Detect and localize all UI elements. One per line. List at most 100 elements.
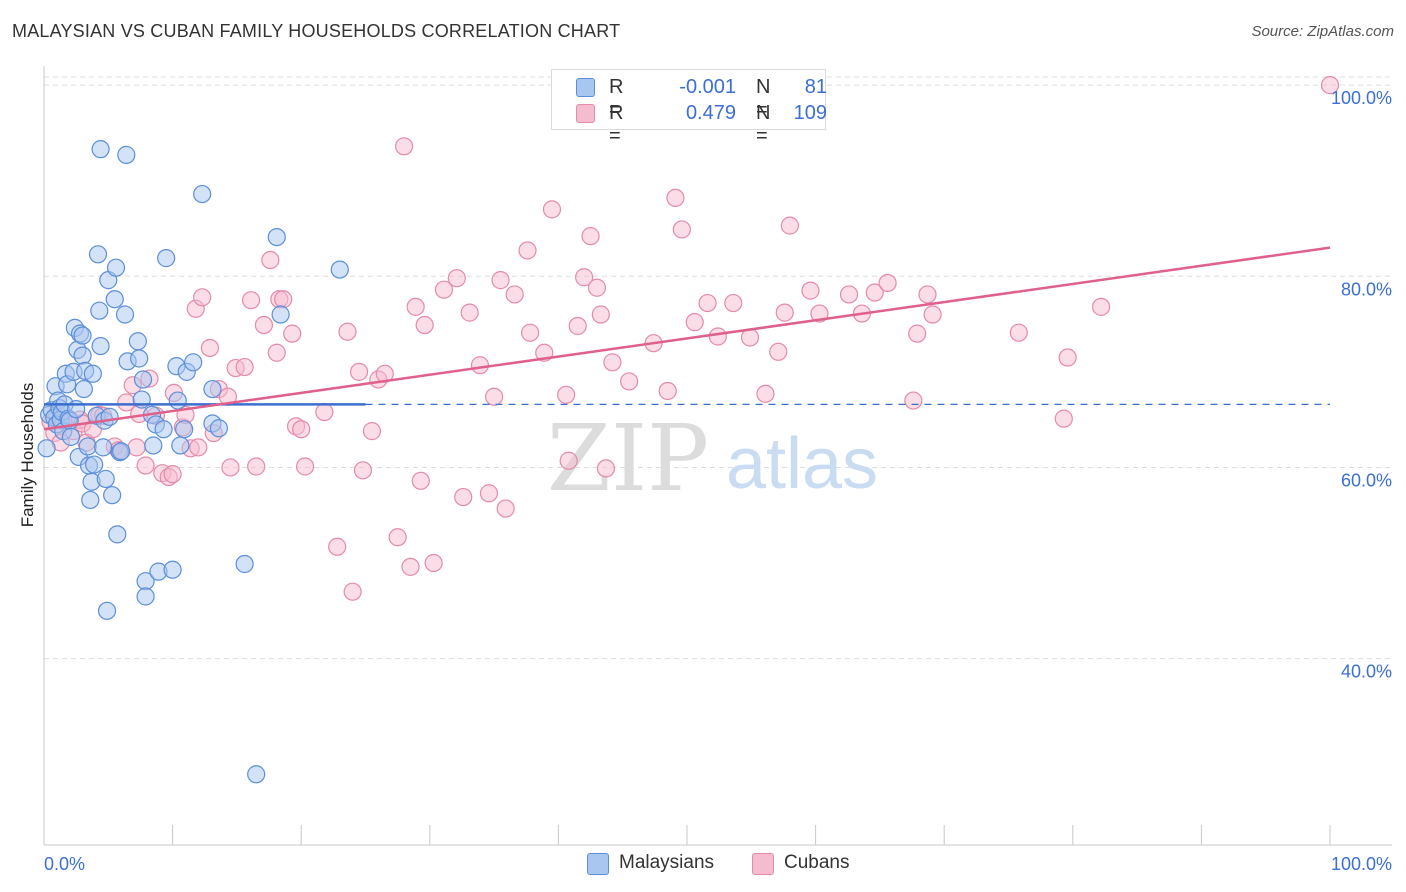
malaysian-point [81, 490, 100, 510]
cuban-point [557, 385, 576, 404]
cuban-point [1058, 348, 1077, 367]
cuban-point [328, 537, 347, 556]
cuban-point [542, 200, 562, 219]
cuban-point [559, 451, 578, 470]
cuban-point [518, 241, 537, 260]
cuban-point [1320, 76, 1340, 95]
chart-title: MALAYSIAN VS CUBAN FAMILY HOUSEHOLDS COR… [12, 21, 621, 41]
labels-layer: 40.0% 60.0% 80.0% 100.0% 0.0% 100.0% [44, 88, 1392, 874]
malaysian-point [73, 346, 92, 365]
cuban-point [267, 343, 286, 362]
cuban-point [591, 305, 610, 324]
cuban-point [411, 471, 430, 490]
cuban-point [839, 285, 859, 304]
cubans-swatch [576, 104, 595, 123]
cuban-point [460, 303, 479, 322]
malaysian-point [171, 436, 190, 455]
cuban-point [343, 582, 362, 601]
cuban-point [136, 456, 155, 475]
malaysian-point [88, 245, 108, 264]
cuban-point [775, 303, 794, 322]
cuban-point [575, 268, 594, 287]
cuban-point [801, 281, 820, 300]
axes-layer [43, 66, 1392, 846]
cuban-point [904, 391, 923, 410]
cuban-point [908, 324, 927, 343]
malaysian-point [168, 391, 187, 410]
cuban-point [338, 322, 357, 341]
cuban-point [496, 499, 515, 518]
malaysian-point [108, 525, 127, 544]
cuban-point [685, 313, 704, 332]
malaysian-point [103, 486, 122, 505]
cuban-point [221, 458, 240, 477]
cuban-point [620, 372, 639, 391]
cuban-point [865, 283, 884, 302]
cuban-point [666, 188, 685, 208]
cuban-point [596, 459, 616, 478]
cuban-point [406, 297, 425, 316]
malaysian-point [85, 455, 104, 474]
watermark: ZIP atlas [547, 405, 878, 512]
cuban-point [283, 324, 302, 343]
cuban-point [315, 402, 334, 422]
cuban-point [274, 290, 293, 309]
malaysian-point [157, 249, 176, 268]
correlation-legend: R = -0.001 N = 81 R = 0.479 N = 109 [551, 69, 827, 147]
n-label: N = [756, 102, 771, 147]
x-tick-label: 100.0% [1331, 854, 1392, 874]
cuban-point [769, 342, 788, 361]
cuban-point [581, 227, 600, 246]
malaysian-point [133, 370, 153, 389]
malaysian-point [203, 379, 222, 399]
malaysian-point [91, 336, 110, 356]
malaysian-point [105, 290, 124, 309]
cuban-point [780, 216, 799, 235]
cuban-point [200, 338, 219, 358]
malaysian-point [73, 326, 92, 345]
cuban-point [724, 293, 743, 313]
cuban-point [1054, 409, 1073, 428]
cuban-point [415, 315, 434, 335]
cuban-point [878, 273, 897, 293]
malaysian-point [100, 407, 119, 426]
cuban-point [447, 269, 466, 288]
malaysian-point [117, 145, 136, 164]
cuban-point [292, 420, 311, 439]
cuban-point [454, 487, 473, 507]
malaysian-point [154, 420, 173, 439]
cuban-point [394, 137, 414, 156]
cuban-point [708, 327, 727, 346]
malaysian-point [128, 332, 147, 351]
cuban-point [353, 461, 373, 480]
malaysian-point [209, 419, 228, 438]
cuban-point [434, 280, 454, 299]
malaysian-point [235, 554, 254, 574]
cuban-point [163, 465, 182, 484]
malaysian-point [330, 260, 349, 279]
malaysian-point [193, 184, 212, 204]
cuban-point [349, 362, 369, 381]
cuban-point [241, 291, 261, 310]
cuban-point [1009, 323, 1028, 342]
cuban-point [491, 271, 510, 290]
cuban-point [1091, 297, 1111, 316]
cuban-point [261, 250, 280, 270]
cuban-point [756, 384, 775, 403]
points-layer [37, 76, 1340, 784]
r-label: R = [609, 76, 624, 121]
cuban-point [295, 457, 315, 476]
cuban-point [479, 484, 499, 503]
trend-layer [43, 246, 1331, 431]
x-tick-label: 0.0% [44, 854, 85, 874]
cuban-point [247, 457, 266, 476]
malaysian-point [97, 601, 117, 620]
malaysian-point [37, 439, 56, 458]
malaysian-point [115, 305, 135, 324]
cuban-point [401, 557, 420, 576]
cuban-point [470, 356, 490, 375]
malaysian-point [112, 442, 131, 461]
cuban-point [698, 293, 717, 313]
cuban-point [587, 278, 607, 297]
